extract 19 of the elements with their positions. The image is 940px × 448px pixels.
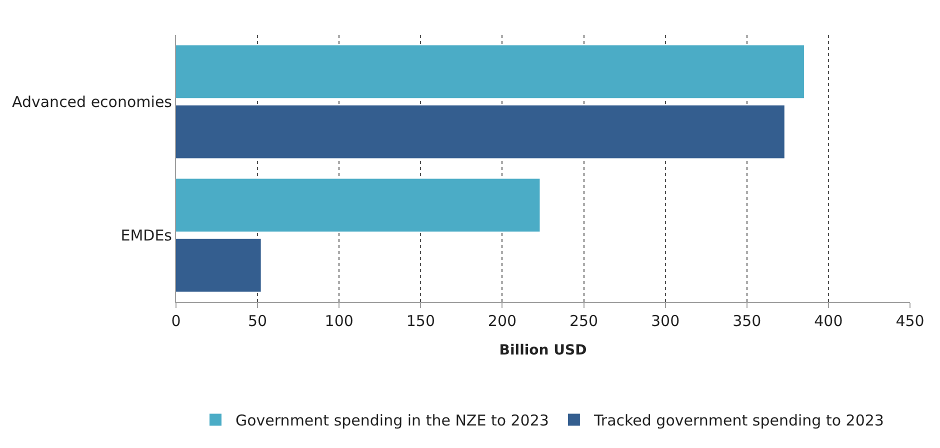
x-tick-label: 200 bbox=[488, 312, 517, 330]
x-tick-label: 50 bbox=[248, 312, 268, 330]
legend-label: Government spending in the NZE to 2023 bbox=[236, 412, 549, 430]
y-tick-label: Advanced economies bbox=[12, 93, 172, 111]
x-axis-title: Billion USD bbox=[499, 342, 587, 358]
x-tick-label: 150 bbox=[406, 312, 435, 330]
x-tick-label: 100 bbox=[324, 312, 354, 330]
bar bbox=[176, 105, 784, 158]
y-tick-label: EMDEs bbox=[120, 226, 172, 244]
x-tick-label: 350 bbox=[732, 312, 762, 330]
x-tick-label: 300 bbox=[651, 312, 680, 330]
x-tick-label: 450 bbox=[896, 312, 924, 330]
x-tick-label: 0 bbox=[171, 312, 181, 330]
x-tick-label: 250 bbox=[569, 312, 598, 330]
bar bbox=[176, 238, 261, 292]
bar bbox=[176, 45, 804, 98]
x-tick-label: 400 bbox=[814, 312, 843, 330]
bar bbox=[176, 178, 540, 232]
legend-label: Tracked government spending to 2023 bbox=[592, 412, 884, 430]
